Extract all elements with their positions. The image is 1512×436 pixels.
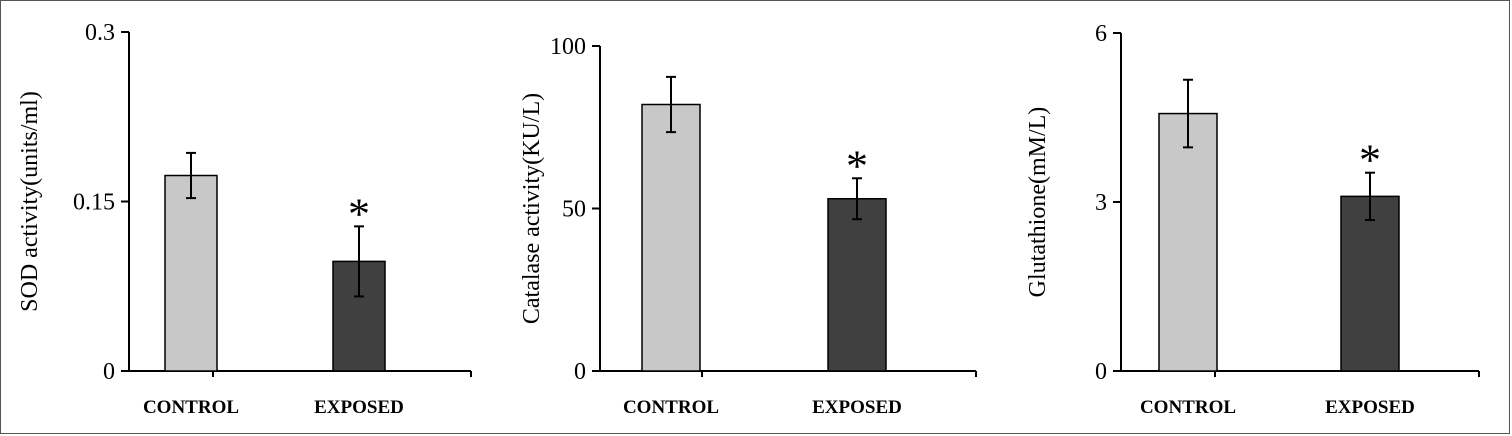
y-tick-label: 100	[550, 34, 586, 60]
y-tick-label: 50	[562, 197, 586, 223]
x-category-label: CONTROL	[143, 397, 239, 418]
x-category-label: EXPOSED	[314, 397, 404, 418]
y-axis-title: Catalase activity(KU/L)	[519, 93, 545, 324]
y-tick-label: 0	[574, 359, 586, 385]
y-tick-label: 0.15	[73, 190, 115, 216]
bar-exposed	[1340, 195, 1400, 372]
x-category-label: EXPOSED	[1325, 397, 1415, 418]
bar-control	[164, 174, 218, 372]
y-tick-label: 6	[1095, 21, 1107, 47]
bar-control	[1158, 112, 1218, 372]
y-tick-label: 3	[1095, 190, 1107, 216]
x-category-label: CONTROL	[623, 397, 719, 418]
y-tick-label: 0	[103, 359, 115, 385]
chart-panel-2: Catalase activity(KU/L) 0 50 100 CONTROL * EXP…	[519, 34, 977, 418]
significance-marker: *	[348, 189, 370, 238]
y-tick-label: 0.3	[85, 20, 115, 46]
y-axis-title: SOD activity(units/ml)	[17, 91, 43, 312]
chart-panel-3: Glutathione(mM/L) 0 3 6 CONTROL * EXPOSED	[1025, 21, 1480, 418]
y-axis-title: Glutathione(mM/L)	[1025, 107, 1051, 298]
bar-exposed	[827, 198, 887, 372]
significance-marker: *	[1359, 136, 1381, 185]
y-tick-label: 0	[1095, 359, 1107, 385]
x-category-label: EXPOSED	[812, 397, 902, 418]
x-category-label: CONTROL	[1140, 397, 1236, 418]
bar-control	[641, 103, 701, 372]
chart-panel-1: SOD activity(units/ml) 0 0.15 0.3 CONTROL * EX…	[17, 20, 472, 418]
significance-marker: *	[846, 141, 868, 190]
